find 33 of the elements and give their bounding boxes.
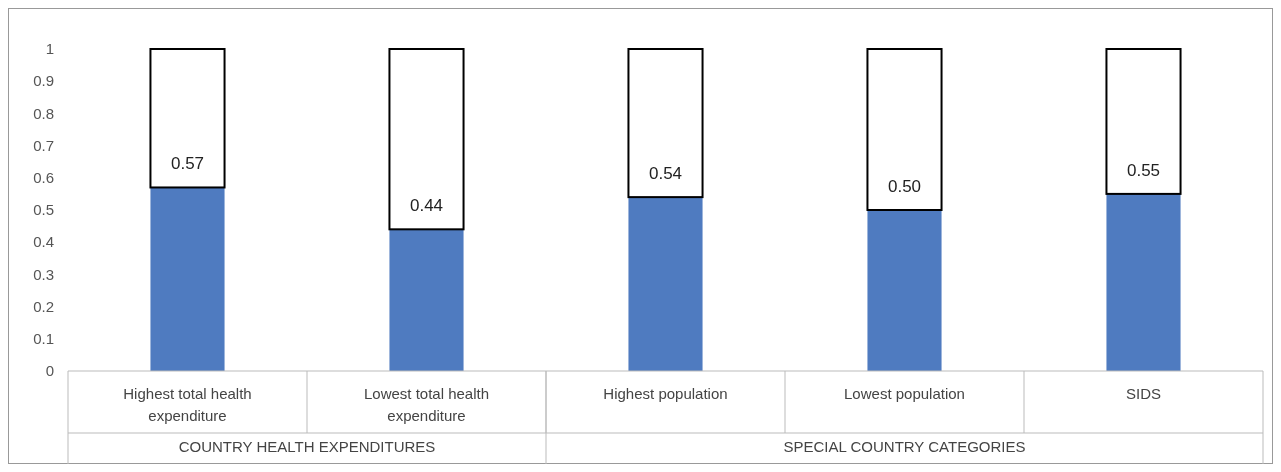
y-tick-label: 1 bbox=[45, 40, 54, 58]
bar bbox=[867, 210, 942, 371]
bar bbox=[866, 48, 943, 211]
data-label: 0.54 bbox=[648, 164, 683, 184]
bar bbox=[627, 48, 704, 199]
bar bbox=[389, 229, 464, 371]
data-label: 0.55 bbox=[1126, 160, 1161, 180]
y-tick-label: 0.4 bbox=[33, 233, 54, 251]
y-tick-label: 0.1 bbox=[33, 330, 54, 348]
bar bbox=[149, 48, 226, 189]
x-tick-label: Lowest total health expenditure bbox=[363, 385, 490, 424]
data-label: 0.50 bbox=[887, 177, 922, 196]
text: SPECIAL COUNTRY CATEGORIES bbox=[783, 438, 1026, 455]
bar bbox=[388, 48, 465, 231]
data-label: 0.44 bbox=[409, 196, 444, 216]
y-tick-label: 0.3 bbox=[33, 265, 54, 283]
y-tick-label: 0.7 bbox=[33, 136, 54, 154]
y-tick-label: 0.8 bbox=[33, 104, 54, 122]
y-tick-label: 0.5 bbox=[33, 201, 54, 219]
y-tick-label: 0.6 bbox=[33, 169, 54, 187]
x-tick-label: Lowest population bbox=[844, 385, 965, 402]
y-tick-label: 0.2 bbox=[33, 297, 54, 315]
bar bbox=[150, 187, 225, 371]
bar bbox=[1106, 193, 1181, 371]
y-tick-label: 0 bbox=[45, 362, 54, 380]
x-tick-label: Highest total health expenditure bbox=[123, 385, 252, 424]
x-tick-label: SIDS bbox=[1125, 385, 1162, 402]
data-label: 0.57 bbox=[170, 154, 205, 174]
text: COUNTRY HEALTH EXPENDITURES bbox=[178, 438, 436, 455]
bar bbox=[1105, 48, 1182, 195]
y-tick-label: 0.9 bbox=[33, 72, 54, 90]
bar bbox=[628, 197, 703, 371]
x-tick-label: Highest population bbox=[603, 385, 728, 402]
